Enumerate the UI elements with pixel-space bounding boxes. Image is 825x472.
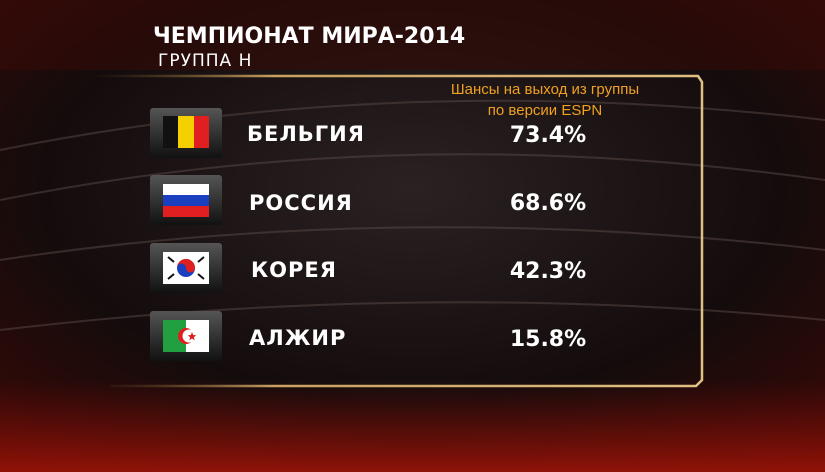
background-swirls bbox=[0, 99, 825, 331]
team-name: АЛЖИР bbox=[249, 326, 346, 350]
background-top bbox=[0, 0, 825, 70]
flag-belgium bbox=[150, 108, 222, 158]
team-name: БЕЛЬГИЯ bbox=[247, 122, 365, 146]
team-name: РОССИЯ bbox=[249, 191, 353, 215]
flag-algeria bbox=[150, 311, 222, 361]
chance: 15.8% bbox=[510, 327, 586, 352]
title: ЧЕМПИОНАТ МИРА-2014 bbox=[153, 24, 465, 49]
flag-russia bbox=[150, 175, 222, 225]
chance: 73.4% bbox=[510, 123, 586, 148]
frame bbox=[90, 74, 704, 388]
background-glow bbox=[0, 380, 825, 472]
column-header: Шансы на выход из группы bbox=[451, 81, 639, 98]
column-header: по версии ESPN bbox=[488, 102, 602, 119]
team-name: КОРЕЯ bbox=[251, 258, 337, 282]
flag-korea bbox=[150, 243, 222, 293]
chance: 68.6% bbox=[510, 191, 586, 216]
chance: 42.3% bbox=[510, 259, 586, 284]
subtitle: ГРУППА H bbox=[158, 51, 252, 71]
